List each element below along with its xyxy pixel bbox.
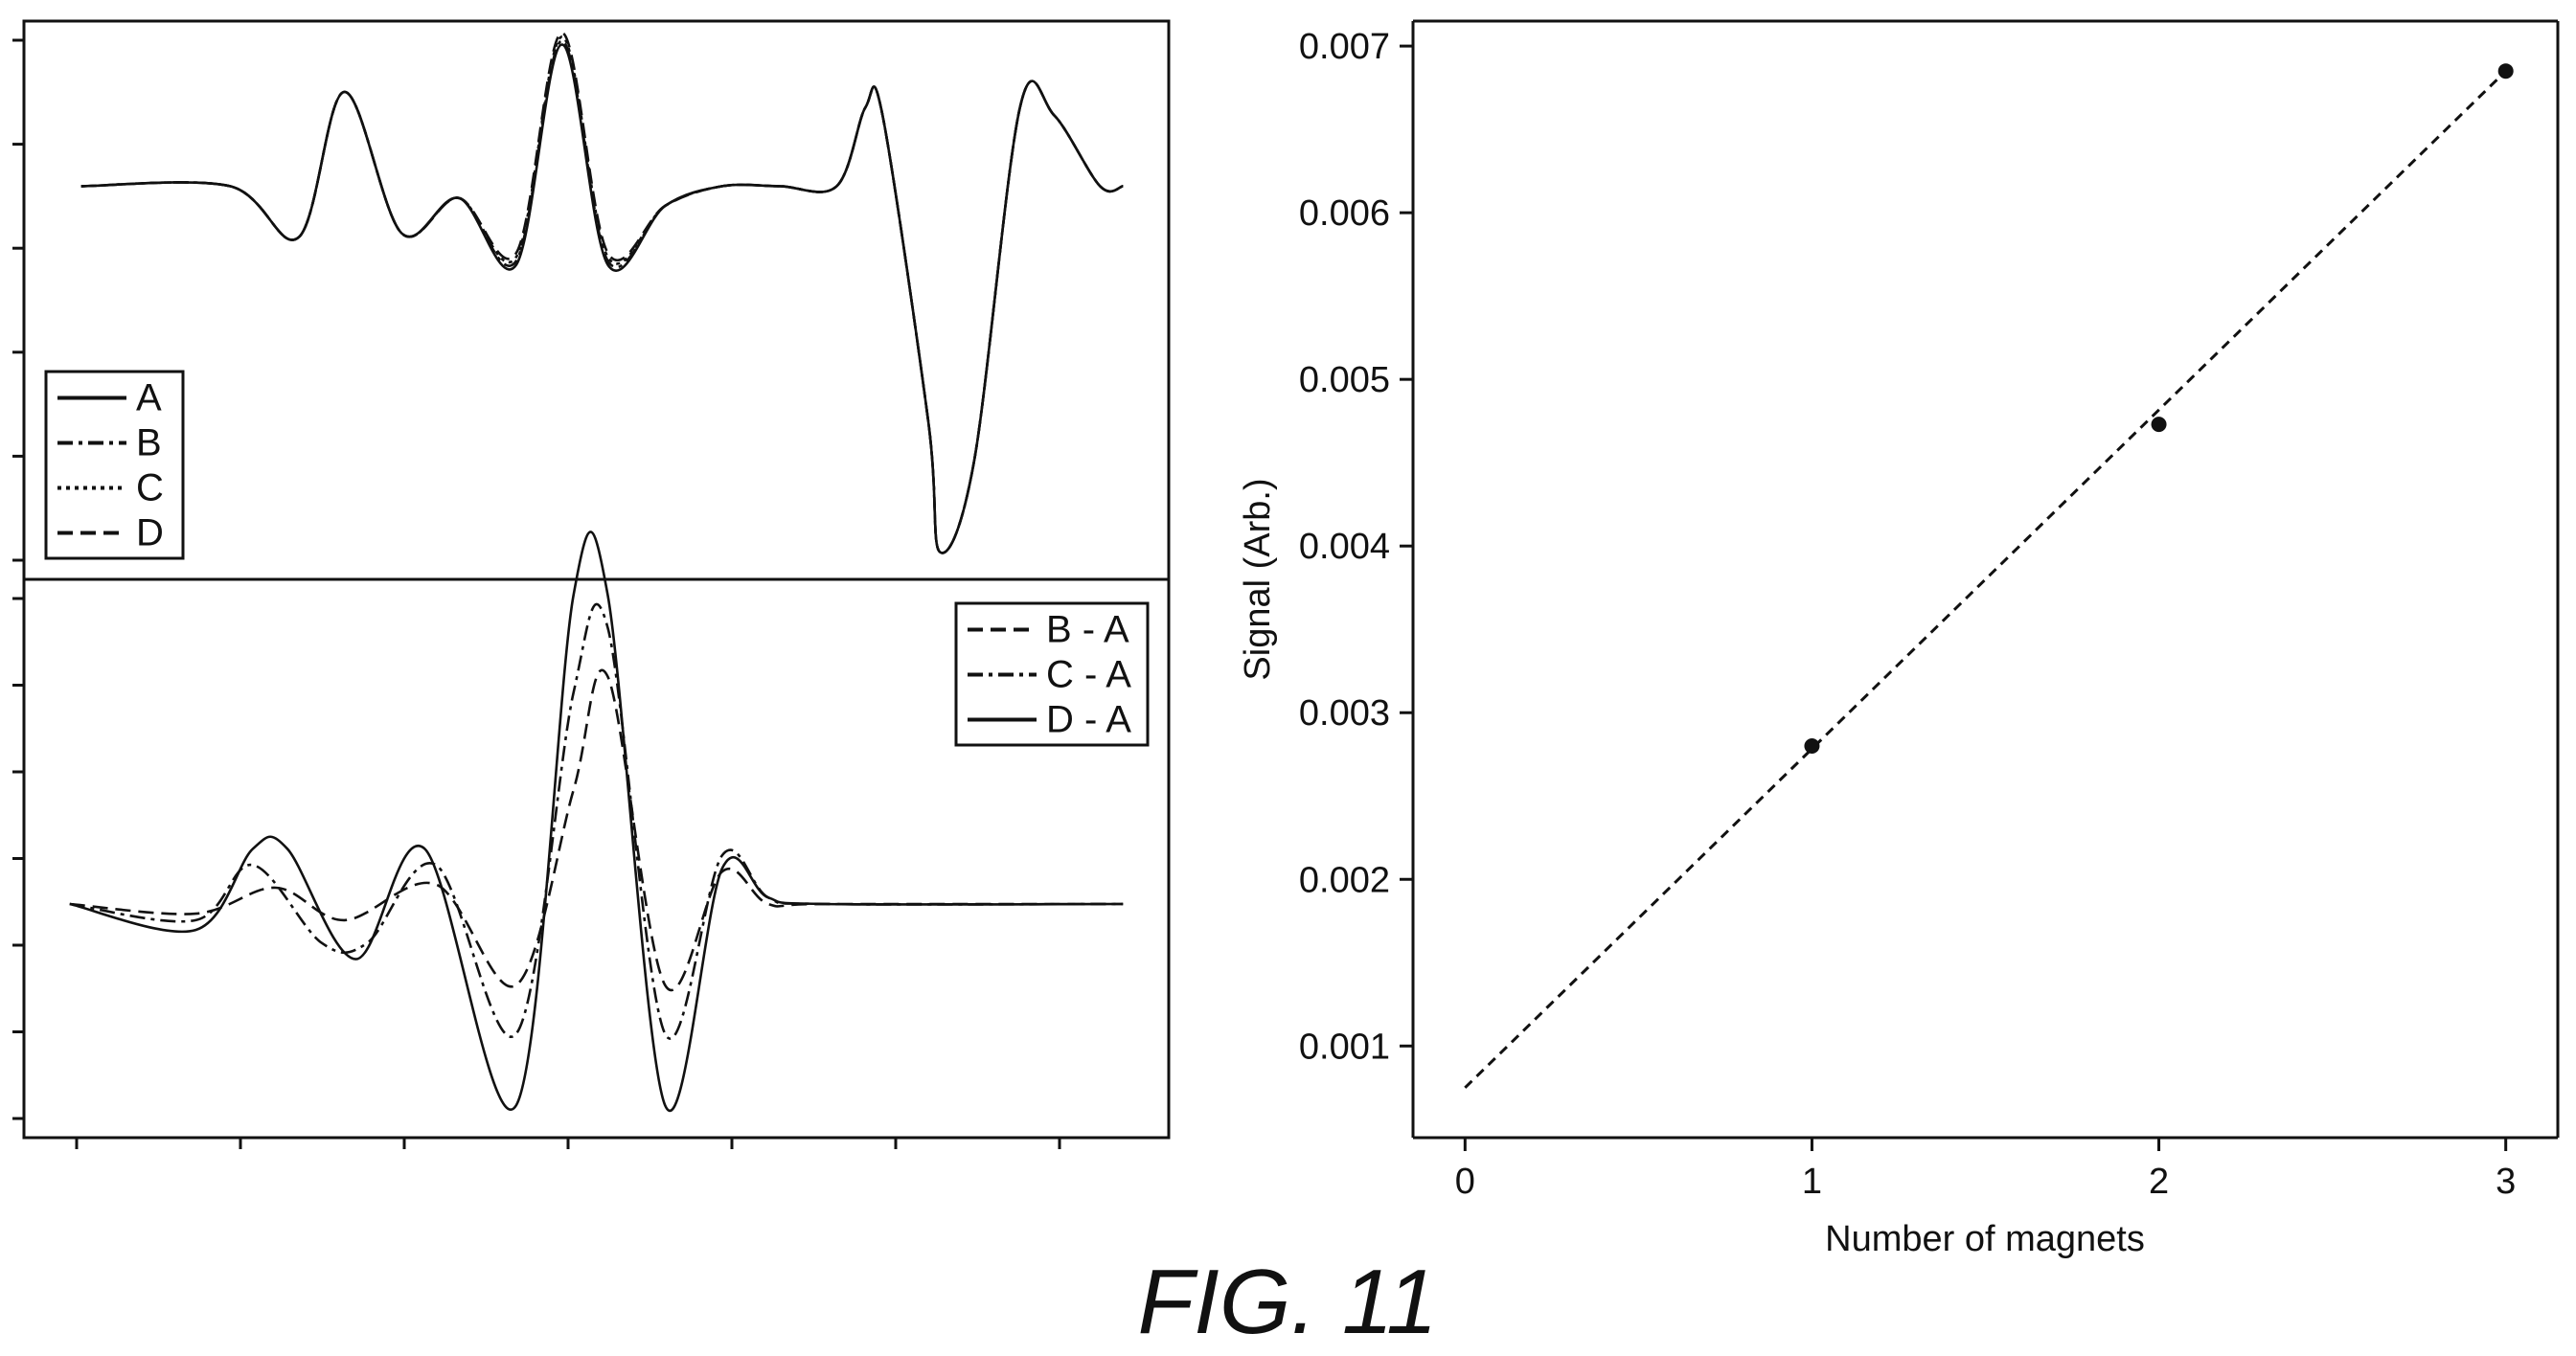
lower-panel-series	[69, 531, 1124, 1112]
ul-series-c	[80, 35, 1124, 554]
ul-series-a	[80, 43, 1124, 554]
lower-panel-y-ticks	[12, 597, 24, 1120]
upper-legend-box	[44, 370, 185, 560]
upper-panel-series	[80, 31, 1124, 554]
fit-line	[1464, 70, 2507, 1089]
lower-panel-legend: B - AC - AD - A	[954, 601, 1150, 747]
upper-panel-y-ticks	[12, 38, 24, 562]
x-tick-label: 2	[2149, 1162, 2169, 1202]
ul-series-b	[80, 39, 1124, 554]
magnet-signal-panel: 0.001 0.002 0.003 0.004 0.005 0.006 0.007 0 1 2 3…	[1238, 19, 2560, 1259]
upper-panel-frame	[22, 19, 1171, 581]
legend-label: C - A	[1046, 654, 1131, 696]
y-tick-label: 0.001	[1299, 1027, 1390, 1067]
lower-panel-x-ticks	[75, 1138, 1061, 1149]
right-panel-y-ticks: 0.001 0.002 0.003 0.004 0.005 0.006 0.007	[1299, 27, 1413, 1067]
legend-label: A	[136, 377, 162, 419]
data-points	[1804, 63, 2514, 755]
lower-difference-panel: B - AC - AD - A	[12, 531, 1171, 1149]
y-tick-label: 0.004	[1299, 527, 1390, 567]
figure-caption: FIG. 11	[1138, 1251, 1438, 1353]
data-point	[2497, 63, 2514, 79]
right-panel-x-ticks: 0 1 2 3	[1455, 1138, 2516, 1202]
y-tick-label: 0.003	[1299, 693, 1390, 734]
legend-label: B	[136, 422, 162, 464]
y-tick-label: 0.006	[1299, 193, 1390, 234]
ll-series-d-a	[69, 531, 1124, 1112]
legend-label: C	[136, 467, 164, 509]
ul-series-d	[80, 31, 1124, 554]
y-tick-label: 0.007	[1299, 27, 1390, 67]
x-axis-title: Number of magnets	[1825, 1219, 2145, 1259]
legend-label: D - A	[1046, 699, 1131, 741]
y-axis-title: Signal (Arb.)	[1238, 478, 1278, 680]
legend-label: D	[136, 512, 164, 554]
x-tick-label: 3	[2496, 1162, 2516, 1202]
x-tick-label: 0	[1455, 1162, 1475, 1202]
legend-label: B - A	[1046, 609, 1129, 651]
y-tick-label: 0.005	[1299, 360, 1390, 400]
x-tick-label: 1	[1802, 1162, 1822, 1202]
data-point	[1804, 738, 1820, 755]
data-point	[2151, 417, 2167, 433]
y-tick-label: 0.002	[1299, 860, 1390, 900]
ll-series-b-a	[69, 668, 1124, 992]
